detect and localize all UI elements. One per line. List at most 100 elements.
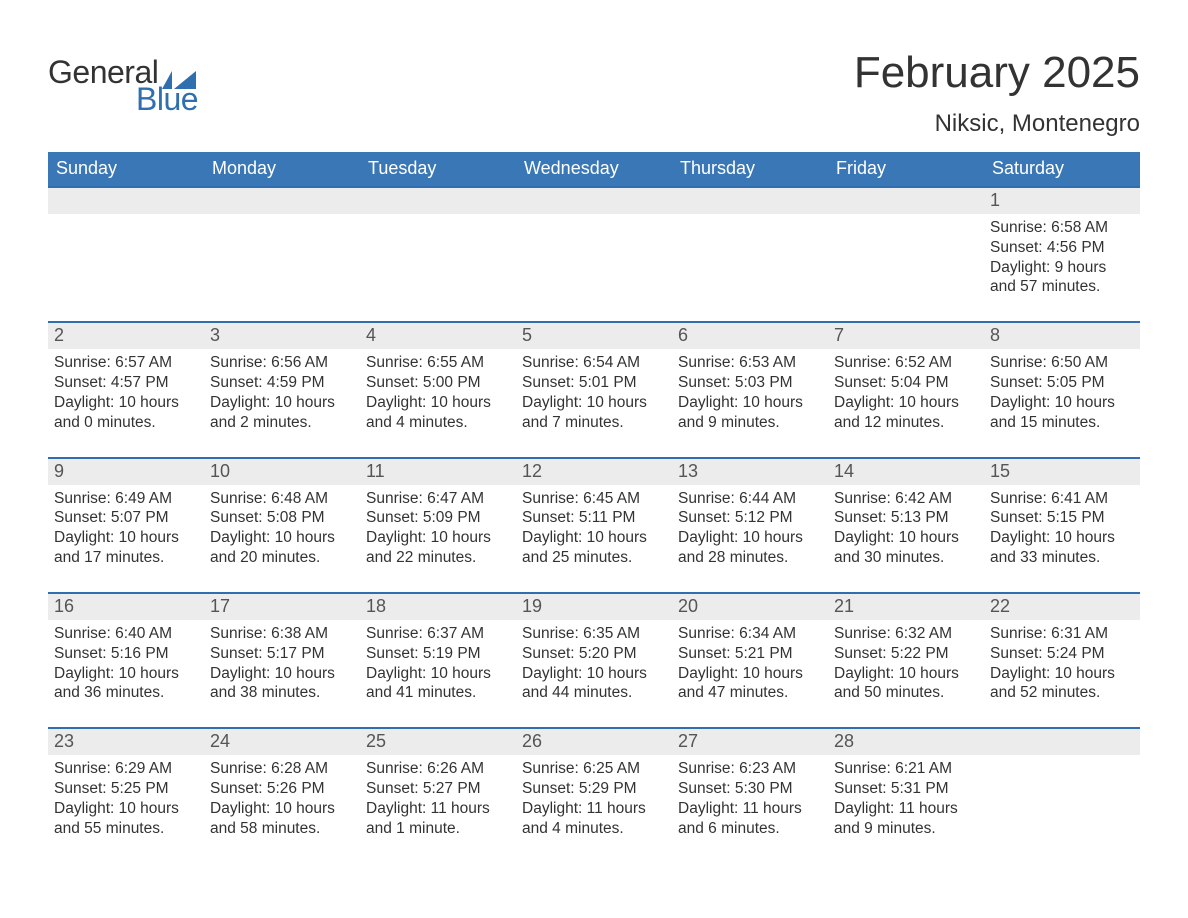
day-details: Sunrise: 6:54 AMSunset: 5:01 PMDaylight:… (516, 349, 672, 434)
day-details: Sunrise: 6:26 AMSunset: 5:27 PMDaylight:… (360, 755, 516, 840)
title-block: February 2025 Niksic, Montenegro (854, 48, 1140, 138)
day-details: Sunrise: 6:49 AMSunset: 5:07 PMDaylight:… (48, 485, 204, 570)
day-details (516, 214, 672, 299)
day-details: Sunrise: 6:56 AMSunset: 4:59 PMDaylight:… (204, 349, 360, 434)
day-number: 2 (48, 323, 204, 349)
day-details (984, 755, 1140, 840)
day-number: 24 (204, 729, 360, 755)
day-number: 25 (360, 729, 516, 755)
day-details: Sunrise: 6:50 AMSunset: 5:05 PMDaylight:… (984, 349, 1140, 434)
day-details: Sunrise: 6:28 AMSunset: 5:26 PMDaylight:… (204, 755, 360, 840)
day-number: 14 (828, 459, 984, 485)
day-number: 28 (828, 729, 984, 755)
day-details (360, 214, 516, 299)
day-body-row: Sunrise: 6:40 AMSunset: 5:16 PMDaylight:… (48, 620, 1140, 727)
day-number-strip: 1 (48, 188, 1140, 214)
day-number (672, 188, 828, 214)
weekday-monday: Monday (204, 152, 360, 186)
day-number: 10 (204, 459, 360, 485)
day-details: Sunrise: 6:21 AMSunset: 5:31 PMDaylight:… (828, 755, 984, 840)
calendar-weeks: 1Sunrise: 6:58 AMSunset: 4:56 PMDaylight… (48, 186, 1140, 863)
day-details: Sunrise: 6:41 AMSunset: 5:15 PMDaylight:… (984, 485, 1140, 570)
day-number-strip: 16171819202122 (48, 594, 1140, 620)
calendar: SundayMondayTuesdayWednesdayThursdayFrid… (48, 152, 1140, 863)
weekday-sunday: Sunday (48, 152, 204, 186)
day-number: 17 (204, 594, 360, 620)
day-details: Sunrise: 6:42 AMSunset: 5:13 PMDaylight:… (828, 485, 984, 570)
day-details: Sunrise: 6:58 AMSunset: 4:56 PMDaylight:… (984, 214, 1140, 299)
day-body-row: Sunrise: 6:58 AMSunset: 4:56 PMDaylight:… (48, 214, 1140, 321)
day-number: 20 (672, 594, 828, 620)
day-details (204, 214, 360, 299)
day-details: Sunrise: 6:31 AMSunset: 5:24 PMDaylight:… (984, 620, 1140, 705)
location: Niksic, Montenegro (854, 110, 1140, 138)
day-number: 16 (48, 594, 204, 620)
logo-word-2: Blue (136, 81, 198, 118)
week-row: 9101112131415Sunrise: 6:49 AMSunset: 5:0… (48, 457, 1140, 592)
day-number: 5 (516, 323, 672, 349)
day-details: Sunrise: 6:45 AMSunset: 5:11 PMDaylight:… (516, 485, 672, 570)
day-number-strip: 9101112131415 (48, 459, 1140, 485)
day-number (828, 188, 984, 214)
day-number: 19 (516, 594, 672, 620)
weekday-thursday: Thursday (672, 152, 828, 186)
day-body-row: Sunrise: 6:57 AMSunset: 4:57 PMDaylight:… (48, 349, 1140, 456)
day-number: 11 (360, 459, 516, 485)
day-details: Sunrise: 6:34 AMSunset: 5:21 PMDaylight:… (672, 620, 828, 705)
day-number: 15 (984, 459, 1140, 485)
day-number: 22 (984, 594, 1140, 620)
day-details: Sunrise: 6:38 AMSunset: 5:17 PMDaylight:… (204, 620, 360, 705)
header: General Blue February 2025 Niksic, Monte… (48, 48, 1140, 138)
day-number: 9 (48, 459, 204, 485)
day-details: Sunrise: 6:48 AMSunset: 5:08 PMDaylight:… (204, 485, 360, 570)
day-number: 23 (48, 729, 204, 755)
day-number (984, 729, 1140, 755)
day-number (204, 188, 360, 214)
day-body-row: Sunrise: 6:49 AMSunset: 5:07 PMDaylight:… (48, 485, 1140, 592)
weekday-wednesday: Wednesday (516, 152, 672, 186)
weekday-header-row: SundayMondayTuesdayWednesdayThursdayFrid… (48, 152, 1140, 186)
day-details: Sunrise: 6:35 AMSunset: 5:20 PMDaylight:… (516, 620, 672, 705)
day-details: Sunrise: 6:53 AMSunset: 5:03 PMDaylight:… (672, 349, 828, 434)
week-row: 1Sunrise: 6:58 AMSunset: 4:56 PMDaylight… (48, 186, 1140, 321)
day-details: Sunrise: 6:44 AMSunset: 5:12 PMDaylight:… (672, 485, 828, 570)
day-details: Sunrise: 6:52 AMSunset: 5:04 PMDaylight:… (828, 349, 984, 434)
day-number: 26 (516, 729, 672, 755)
day-number: 3 (204, 323, 360, 349)
day-details: Sunrise: 6:32 AMSunset: 5:22 PMDaylight:… (828, 620, 984, 705)
day-details: Sunrise: 6:55 AMSunset: 5:00 PMDaylight:… (360, 349, 516, 434)
day-details: Sunrise: 6:23 AMSunset: 5:30 PMDaylight:… (672, 755, 828, 840)
month-title: February 2025 (854, 48, 1140, 98)
day-details: Sunrise: 6:40 AMSunset: 5:16 PMDaylight:… (48, 620, 204, 705)
day-details: Sunrise: 6:47 AMSunset: 5:09 PMDaylight:… (360, 485, 516, 570)
day-number: 7 (828, 323, 984, 349)
day-number: 8 (984, 323, 1140, 349)
weekday-friday: Friday (828, 152, 984, 186)
day-number-strip: 2345678 (48, 323, 1140, 349)
day-details (828, 214, 984, 299)
day-number: 21 (828, 594, 984, 620)
day-number (516, 188, 672, 214)
logo: General Blue (48, 54, 198, 118)
day-details: Sunrise: 6:29 AMSunset: 5:25 PMDaylight:… (48, 755, 204, 840)
day-body-row: Sunrise: 6:29 AMSunset: 5:25 PMDaylight:… (48, 755, 1140, 862)
day-number: 4 (360, 323, 516, 349)
day-number: 27 (672, 729, 828, 755)
weekday-tuesday: Tuesday (360, 152, 516, 186)
week-row: 16171819202122Sunrise: 6:40 AMSunset: 5:… (48, 592, 1140, 727)
day-number: 6 (672, 323, 828, 349)
day-number: 1 (984, 188, 1140, 214)
day-number: 12 (516, 459, 672, 485)
day-details: Sunrise: 6:37 AMSunset: 5:19 PMDaylight:… (360, 620, 516, 705)
day-number (48, 188, 204, 214)
day-details (672, 214, 828, 299)
day-number: 13 (672, 459, 828, 485)
week-row: 2345678Sunrise: 6:57 AMSunset: 4:57 PMDa… (48, 321, 1140, 456)
day-number: 18 (360, 594, 516, 620)
weekday-saturday: Saturday (984, 152, 1140, 186)
day-number-strip: 232425262728 (48, 729, 1140, 755)
day-details: Sunrise: 6:57 AMSunset: 4:57 PMDaylight:… (48, 349, 204, 434)
day-details (48, 214, 204, 299)
day-details: Sunrise: 6:25 AMSunset: 5:29 PMDaylight:… (516, 755, 672, 840)
day-number (360, 188, 516, 214)
